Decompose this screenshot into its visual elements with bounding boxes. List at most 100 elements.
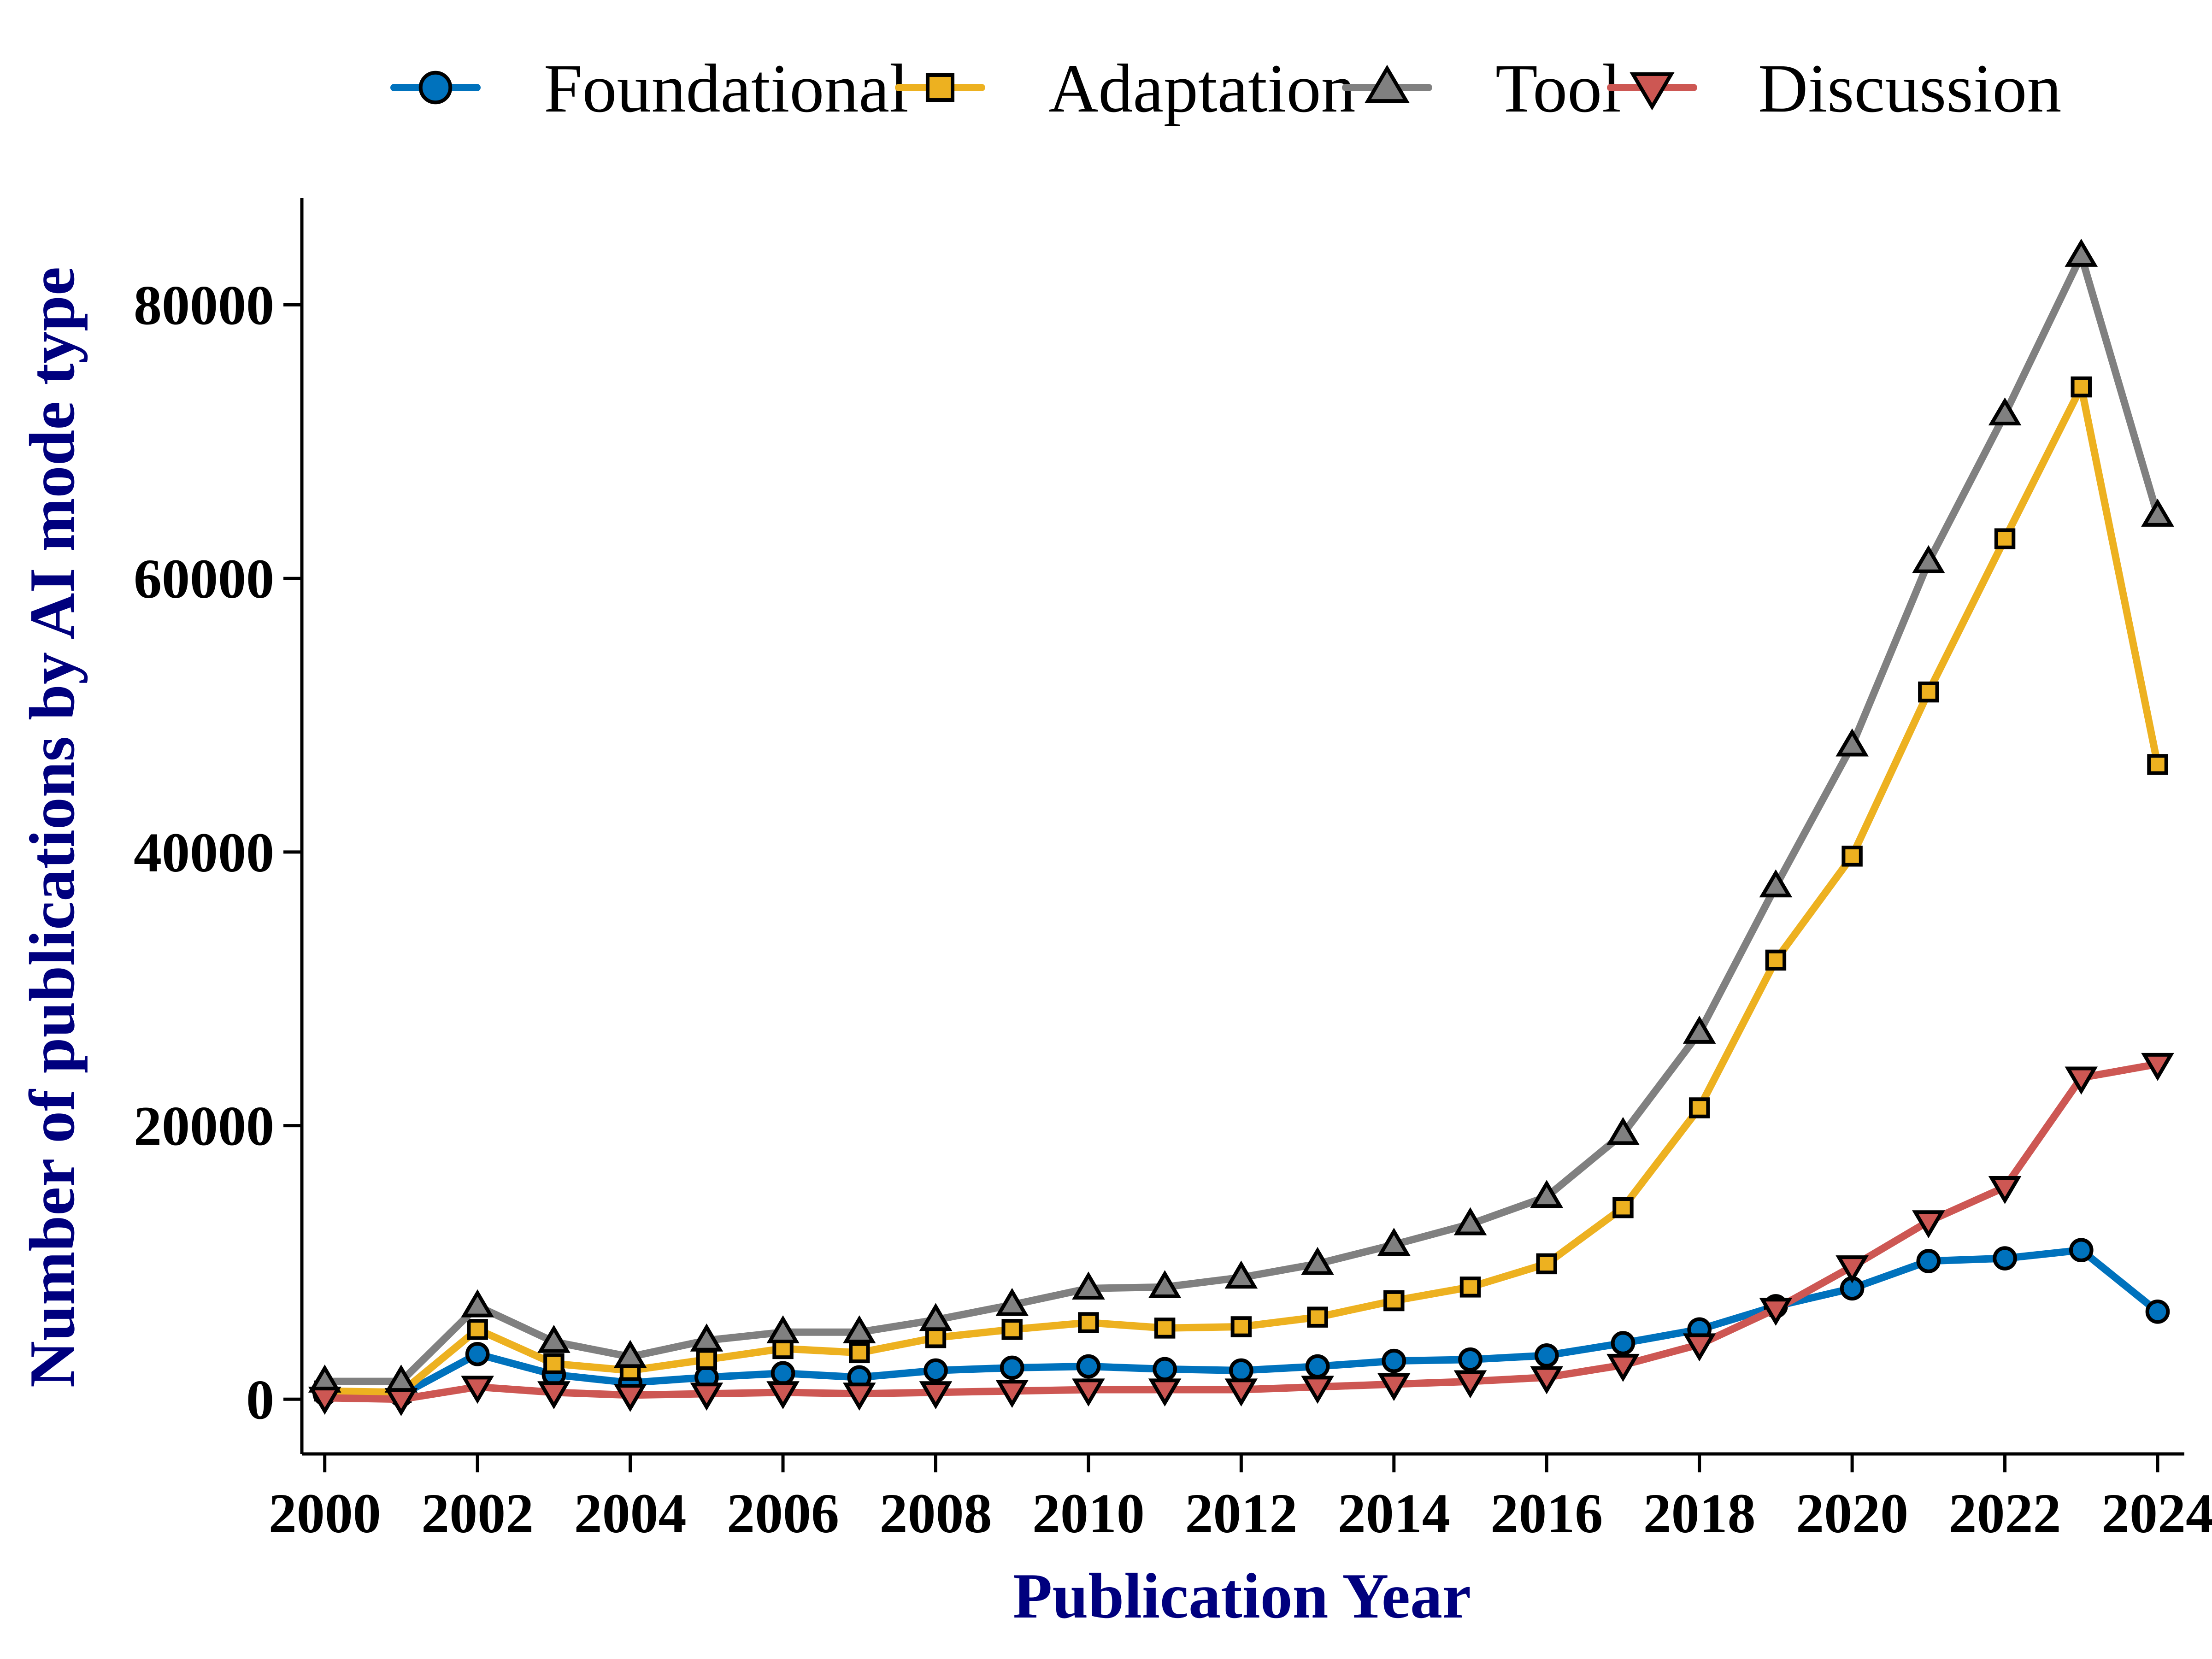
data-point-adaptation <box>925 1327 947 1348</box>
data-point-discussion <box>1530 1366 1564 1394</box>
data-point-discussion <box>690 1382 724 1411</box>
data-point-adaptation <box>467 1319 488 1340</box>
data-point-adaptation <box>1307 1306 1328 1328</box>
data-point-discussion <box>613 1384 647 1412</box>
data-point-discussion <box>995 1380 1029 1408</box>
data-point-tool <box>613 1340 647 1368</box>
data-point-foundational <box>1000 1355 1024 1380</box>
data-point-discussion <box>766 1381 800 1410</box>
series-line-adaptation <box>321 383 2161 1396</box>
data-point-foundational <box>771 1361 795 1386</box>
legend-marker <box>1630 72 1675 111</box>
legend-item-tool: Tool <box>1342 50 1621 127</box>
data-point-discussion <box>1072 1378 1105 1407</box>
data-point-tool <box>919 1303 953 1331</box>
x-tick-label: 2024 <box>2101 1483 2212 1545</box>
data-point-discussion <box>842 1382 876 1411</box>
legend: Foundational Adaptation Tool Discussion <box>390 50 2061 127</box>
data-point-tool <box>1453 1207 1487 1235</box>
data-point-tool <box>995 1288 1029 1316</box>
data-point-adaptation <box>1536 1253 1557 1275</box>
data-point-adaptation <box>1383 1290 1405 1312</box>
data-point-discussion <box>1606 1353 1640 1382</box>
data-point-discussion <box>1988 1176 2022 1204</box>
data-point-discussion <box>1835 1255 1869 1284</box>
data-point-foundational <box>1534 1343 1559 1368</box>
data-point-foundational <box>1229 1358 1253 1383</box>
legend-marker <box>418 71 453 105</box>
legend-item-discussion: Discussion <box>1607 50 2061 127</box>
data-point-discussion <box>1148 1378 1182 1407</box>
data-point-discussion <box>461 1376 494 1404</box>
data-point-foundational <box>924 1358 948 1383</box>
data-point-adaptation <box>1765 949 1787 971</box>
x-tick-label: 2004 <box>574 1483 687 1545</box>
data-point-discussion <box>1683 1333 1716 1362</box>
data-point-foundational <box>1458 1347 1483 1372</box>
data-point-tool <box>2065 238 2098 267</box>
data-point-foundational <box>1916 1249 1941 1273</box>
data-point-tool <box>1148 1270 1182 1299</box>
y-tick-label: 20000 <box>134 1095 274 1158</box>
x-tick-label: 2010 <box>1032 1483 1145 1545</box>
data-point-adaptation <box>1078 1312 1099 1333</box>
data-point-discussion <box>2065 1066 2098 1095</box>
data-point-foundational <box>1611 1331 1635 1355</box>
legend-label: Foundational <box>544 50 909 127</box>
x-axis-title: Publication Year <box>1013 1560 1471 1632</box>
legend-marker <box>1365 65 1410 103</box>
data-point-adaptation <box>696 1349 718 1370</box>
data-point-foundational <box>1993 1246 2017 1271</box>
data-point-adaptation <box>1994 528 2016 549</box>
data-point-foundational <box>1382 1348 1406 1373</box>
x-tick-label: 2002 <box>421 1483 534 1545</box>
data-point-tool <box>537 1324 571 1353</box>
data-point-discussion <box>1912 1210 1945 1239</box>
x-ticks: 2000 2002 2004 2006 2008 2010 2012 2014 2016 2018… <box>269 1454 2212 1545</box>
plot-area <box>308 238 2174 1416</box>
y-tick-label: 0 <box>246 1369 274 1431</box>
x-tick-label: 2014 <box>1338 1483 1450 1545</box>
legend-item-foundational: Foundational <box>390 50 909 127</box>
data-point-tool <box>1835 728 1869 757</box>
x-tick-label: 2008 <box>879 1483 992 1545</box>
data-point-discussion <box>1377 1373 1411 1401</box>
x-tick-label: 2000 <box>269 1483 381 1545</box>
data-point-foundational <box>2069 1238 2094 1263</box>
data-point-foundational <box>1153 1357 1177 1382</box>
legend-marker <box>925 73 955 102</box>
data-point-discussion <box>919 1381 953 1410</box>
data-point-discussion <box>2141 1053 2174 1081</box>
data-point-foundational <box>465 1341 490 1366</box>
data-point-tool <box>1912 545 1945 573</box>
data-point-tool <box>1301 1247 1334 1275</box>
y-tick-label: 80000 <box>134 275 274 337</box>
data-point-tool <box>1530 1180 1564 1208</box>
series-discussion <box>308 1053 2174 1416</box>
legend-label: Discussion <box>1758 50 2061 127</box>
data-point-adaptation <box>1688 1097 1710 1118</box>
data-point-discussion <box>1301 1376 1334 1404</box>
data-point-tool <box>1759 869 1793 898</box>
data-point-tool <box>766 1315 800 1343</box>
x-tick-label: 2020 <box>1796 1483 1908 1545</box>
data-point-discussion <box>1759 1298 1793 1326</box>
data-point-adaptation <box>1841 846 1863 867</box>
data-point-adaptation <box>1154 1318 1176 1339</box>
data-point-tool <box>1072 1271 1105 1300</box>
y-ticks: 0 20000 40000 60000 80000 <box>134 275 302 1431</box>
data-point-tool <box>842 1315 876 1343</box>
x-tick-label: 2006 <box>727 1483 839 1545</box>
data-point-tool <box>1988 397 2022 426</box>
data-point-adaptation <box>849 1342 870 1364</box>
y-tick-label: 40000 <box>134 822 274 884</box>
legend-label: Adaptation <box>1048 50 1356 127</box>
data-point-discussion <box>308 1387 341 1415</box>
legend-label: Tool <box>1495 50 1621 127</box>
data-point-adaptation <box>1459 1277 1481 1298</box>
data-point-adaptation <box>2071 376 2092 398</box>
data-point-adaptation <box>1612 1197 1634 1218</box>
